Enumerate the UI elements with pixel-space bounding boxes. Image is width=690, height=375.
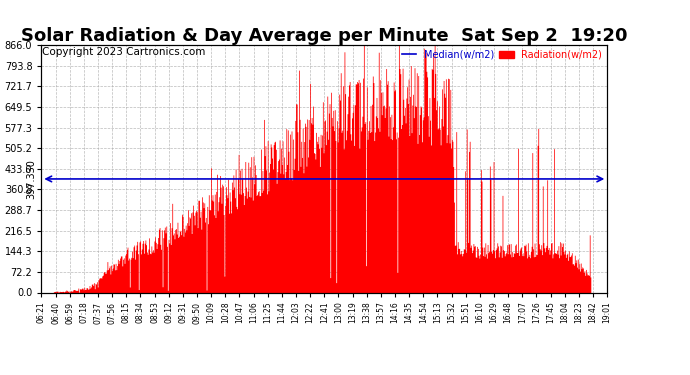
Text: Copyright 2023 Cartronics.com: Copyright 2023 Cartronics.com [42,48,206,57]
Legend: Median(w/m2), Radiation(w/m2): Median(w/m2), Radiation(w/m2) [402,50,602,60]
Title: Solar Radiation & Day Average per Minute  Sat Sep 2  19:20: Solar Radiation & Day Average per Minute… [21,27,627,45]
